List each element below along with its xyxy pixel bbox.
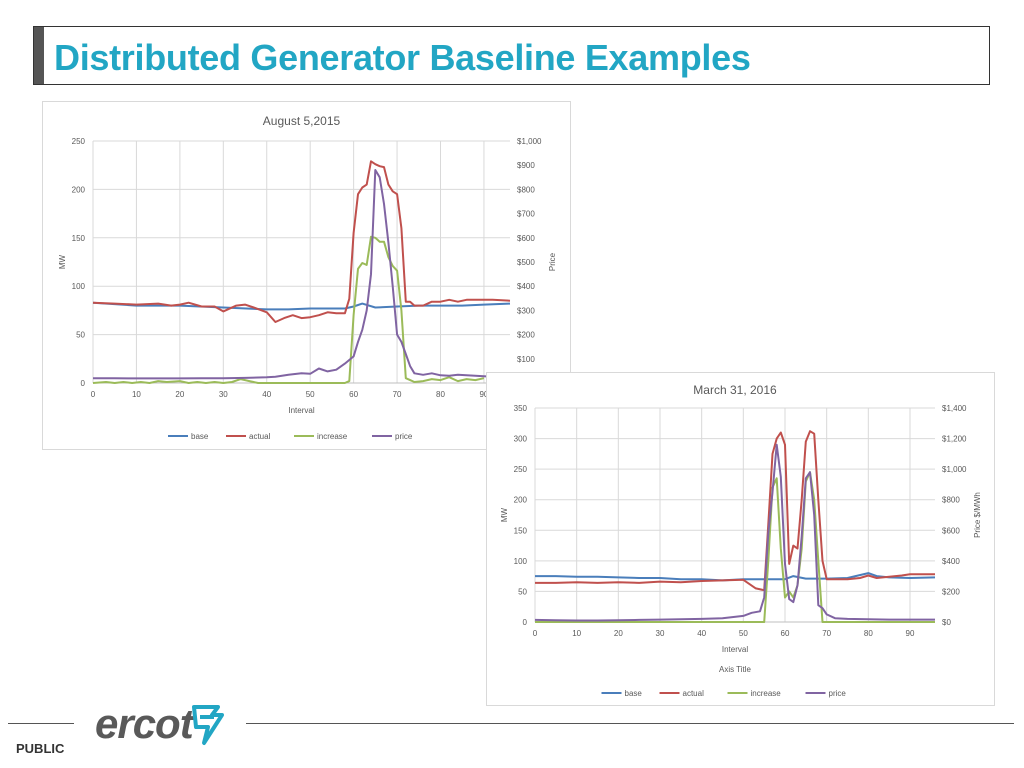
y-tick-label: 250 — [72, 137, 86, 146]
x-tick-label: 10 — [572, 629, 581, 638]
y2-tick-label: $400 — [517, 282, 535, 291]
x-tick-label: 90 — [479, 390, 488, 399]
legend-label-price: price — [829, 689, 847, 698]
footer-divider-left — [8, 723, 74, 724]
classification-label: PUBLIC — [16, 741, 65, 756]
y2-tick-label: $600 — [942, 526, 960, 535]
y-tick-label: 100 — [72, 282, 86, 291]
x-tick-label: 10 — [132, 390, 141, 399]
y2-tick-label: $100 — [517, 355, 535, 364]
y2-tick-label: $500 — [517, 258, 535, 267]
y2-tick-label: $1,400 — [942, 404, 967, 413]
legend-label-base: base — [191, 432, 209, 441]
x-tick-label: 30 — [219, 390, 228, 399]
y-tick-label: 0 — [81, 379, 86, 388]
x-tick-label: 50 — [739, 629, 748, 638]
x-axis-title: Axis Title — [719, 665, 752, 674]
y2-tick-label: $900 — [517, 161, 535, 170]
y-tick-label: 150 — [514, 526, 528, 535]
y-tick-label: 100 — [514, 557, 528, 566]
chart-1-svg: August 5,2015050100150200250$100$200$300… — [58, 114, 557, 441]
x-tick-label: 80 — [864, 629, 873, 638]
ercot-logo-mark-icon — [192, 705, 224, 745]
x-tick-label: 0 — [533, 629, 538, 638]
y-axis-label: MW — [500, 507, 509, 522]
chart-august-2015: August 5,2015 0 50 100 150 200 250 $100 $200 $300… — [42, 101, 571, 450]
y-tick-label: 50 — [518, 587, 527, 596]
x-tick-label: 0 — [91, 390, 96, 399]
series-line-price — [93, 169, 511, 380]
series-line-increase — [92, 235, 485, 384]
x-tick-label: 80 — [436, 390, 445, 399]
y2-tick-label: $400 — [942, 557, 960, 566]
y-tick-label: 50 — [76, 331, 85, 340]
legend-label-increase: increase — [317, 432, 348, 441]
x-tick-label: 70 — [822, 629, 831, 638]
y-tick-label: 250 — [514, 465, 528, 474]
series-line-increase — [535, 471, 935, 623]
chart-2-svg: March 31, 2016050100150200250300350$0$20… — [500, 383, 982, 698]
title-accent-bar — [34, 27, 44, 84]
y-tick-label: 200 — [72, 185, 86, 194]
y2-tick-label: $200 — [942, 587, 960, 596]
y-tick-label: 0 — [523, 618, 528, 627]
y2-axis-label: Price — [548, 252, 557, 271]
y-tick-label: 150 — [72, 234, 86, 243]
y2-tick-label: $1,000 — [942, 465, 967, 474]
y2-tick-label: $200 — [517, 331, 535, 340]
x-tick-label: 60 — [781, 629, 790, 638]
y2-tick-label: $800 — [517, 185, 535, 194]
x-axis-label: Interval — [722, 645, 748, 654]
legend-label-actual: actual — [683, 689, 705, 698]
y2-tick-label: $1,200 — [942, 435, 967, 444]
slide-title-bar: Distributed Generator Baseline Examples — [33, 26, 990, 85]
y-axis-label: MW — [58, 254, 67, 269]
y2-tick-label: $0 — [942, 618, 951, 627]
x-tick-label: 70 — [393, 390, 402, 399]
chart-march-2016: March 31, 2016 0 50 100 150 200 250 300 350 $0 $20… — [486, 372, 995, 706]
x-tick-label: 20 — [614, 629, 623, 638]
x-tick-label: 60 — [349, 390, 358, 399]
series-line-actual — [535, 430, 935, 592]
legend-label-increase: increase — [751, 689, 782, 698]
legend-label-base: base — [625, 689, 643, 698]
legend-label-price: price — [395, 432, 413, 441]
x-tick-label: 90 — [906, 629, 915, 638]
chart-title: March 31, 2016 — [693, 383, 777, 397]
y2-tick-label: $1,000 — [517, 137, 542, 146]
y-tick-label: 200 — [514, 496, 528, 505]
y-tick-label: 350 — [514, 404, 528, 413]
series-line-actual — [92, 160, 511, 323]
footer-divider-right — [246, 723, 1014, 724]
x-tick-label: 40 — [262, 390, 271, 399]
x-tick-label: 40 — [697, 629, 706, 638]
x-tick-label: 30 — [656, 629, 665, 638]
x-tick-label: 50 — [306, 390, 315, 399]
series-line-price — [534, 443, 935, 622]
ercot-logo: ercot — [95, 700, 194, 747]
y2-tick-label: $300 — [517, 306, 535, 315]
x-axis-label: Interval — [288, 406, 314, 415]
legend-label-actual: actual — [249, 432, 271, 441]
chart-title: August 5,2015 — [263, 114, 341, 128]
y2-tick-label: $800 — [942, 496, 960, 505]
y2-tick-label: $600 — [517, 234, 535, 243]
y-tick-label: 300 — [514, 435, 528, 444]
x-tick-label: 20 — [175, 390, 184, 399]
y2-tick-label: $700 — [517, 210, 535, 219]
slide-title: Distributed Generator Baseline Examples — [54, 37, 751, 78]
y2-axis-label: Price $/MWh — [973, 492, 982, 538]
